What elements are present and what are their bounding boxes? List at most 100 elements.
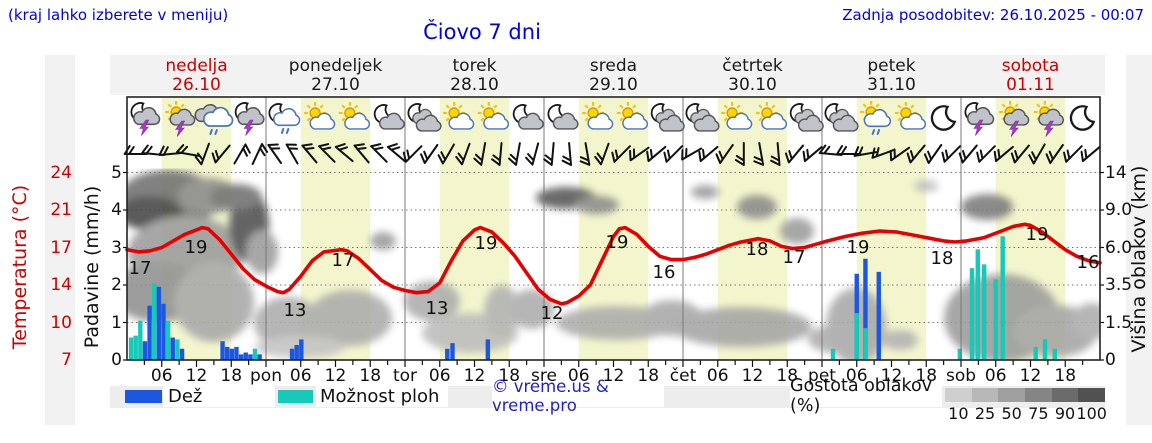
- density-segment: [945, 388, 972, 402]
- density-tick-label: 90: [1054, 404, 1076, 423]
- weather-icon-moon-clear: [930, 105, 957, 131]
- density-tick-label: 50: [1001, 404, 1022, 423]
- showers-legend-swatch: [278, 390, 313, 403]
- day-date: 29.10: [589, 74, 638, 95]
- temp-tick: 14: [50, 275, 72, 295]
- density-segment: [971, 388, 999, 402]
- hour-label: 06: [150, 366, 173, 386]
- weather-icon-moon-clouds: [650, 103, 685, 132]
- copyright-link[interactable]: © vreme.us & vreme.pro: [492, 377, 609, 415]
- day-abbr-label: sre: [531, 366, 557, 386]
- day-abbr-label: čet: [669, 366, 697, 386]
- cloud-density-legend-label: Gostota oblakov (%): [790, 376, 933, 416]
- hour-label: 18: [1054, 366, 1077, 386]
- plot-frame: [126, 96, 1101, 361]
- hour-label: 06: [845, 366, 868, 386]
- hour-label: 18: [637, 366, 660, 386]
- wind-barbs: [123, 142, 1101, 166]
- day-name: sobota: [1001, 56, 1060, 76]
- hour-label: 18: [776, 366, 799, 386]
- left-axis-strip: [45, 55, 75, 425]
- density-tick-label: 100: [1076, 404, 1107, 423]
- temp-tick: 21: [50, 200, 72, 220]
- temperature-value-labels: 17 19 13 17 13 19 12 19 16 18 17 19 18 19 16: [129, 224, 1100, 324]
- weather-icon-moon-storm: [130, 102, 161, 136]
- day-separators: [265, 97, 962, 360]
- svg-text:18: 18: [746, 239, 769, 260]
- hour-label: 12: [324, 366, 347, 386]
- weather-icon-moon-storm: [234, 102, 265, 136]
- hour-label: 06: [289, 366, 312, 386]
- day-date: 31.10: [867, 74, 916, 95]
- day-name: torek: [452, 56, 497, 76]
- day-header-petek: petek 31.10: [822, 57, 961, 94]
- weather-icon-moon-cloud: [547, 104, 579, 130]
- location-hint: (kraj lahko izberete v meniju): [8, 6, 229, 24]
- weather-icon-moon-clouds: [685, 103, 720, 132]
- density-segment: [998, 388, 1026, 402]
- temp-tick: 10: [50, 312, 72, 333]
- precip-tick: 4: [111, 200, 122, 220]
- day-abbr-label: sob: [945, 366, 977, 386]
- weather-icon-sun-cloud: [338, 102, 371, 130]
- day-name: ponedeljek: [288, 56, 383, 76]
- weather-icon-rain: [194, 103, 234, 135]
- precip-tick: 1: [111, 312, 122, 333]
- hour-label: 06: [428, 366, 451, 386]
- density-segment: [1025, 388, 1052, 402]
- day-name: nedelja: [165, 56, 228, 76]
- precipitation-bars: [128, 236, 1058, 360]
- rain-legend-label: Dež: [168, 385, 203, 407]
- hour-label: 18: [915, 366, 938, 386]
- weather-icon-moon-clouds: [789, 103, 824, 132]
- hour-label: 18: [498, 366, 521, 386]
- svg-text:16: 16: [653, 262, 676, 283]
- day-name: petek: [867, 56, 916, 76]
- cloud-density-gradient-bar: [945, 388, 1106, 402]
- temp-tick: 24: [50, 162, 72, 183]
- day-date: 01.11: [1006, 74, 1055, 95]
- day-date: 27.10: [311, 74, 360, 95]
- svg-text:19: 19: [606, 232, 629, 253]
- hour-label: 12: [1019, 366, 1042, 386]
- day-header-sobota: sobota 01.11: [961, 57, 1100, 94]
- svg-text:19: 19: [475, 233, 498, 254]
- precip-tick: 2: [111, 275, 122, 295]
- svg-text:19: 19: [1026, 224, 1049, 245]
- density-tick-label: 75: [1028, 404, 1049, 423]
- density-tick-label: 10: [948, 404, 969, 423]
- temp-tick: 7: [61, 350, 72, 370]
- cloud-shading: [127, 170, 1100, 360]
- last-update-label: Zadnja posodobitev: 26.10.2025 - 00:07: [842, 6, 1144, 24]
- svg-text:18: 18: [931, 248, 954, 269]
- cloud-height-tick: 6.0: [1105, 237, 1133, 258]
- weather-icon-moon-drizzle: [268, 103, 301, 134]
- day-date: 26.10: [172, 74, 221, 95]
- precip-tick: 0: [111, 350, 122, 370]
- hour-label: 12: [741, 366, 764, 386]
- day-header-nedelja: nedelja 26.10: [127, 57, 266, 94]
- hour-label: 18: [359, 366, 382, 386]
- cloud-height-tick: 14: [1105, 162, 1127, 183]
- day-header-band: [110, 55, 1105, 95]
- hour-label: 12: [602, 366, 625, 386]
- weather-icon-sun-storm: [165, 101, 196, 137]
- precip-tick: 3: [111, 237, 122, 258]
- weather-icon-moon-storm: [964, 102, 995, 136]
- day-header-ponedeljek: ponedeljek 27.10: [266, 57, 405, 94]
- temp-tick: 17: [50, 237, 72, 258]
- hour-label: 12: [185, 366, 208, 386]
- day-date: 28.10: [450, 74, 499, 95]
- svg-text:13: 13: [284, 300, 307, 321]
- day-name: sreda: [589, 56, 638, 76]
- right-axis-strip: [1126, 55, 1152, 425]
- page-title: Čiovo 7 dni: [423, 20, 541, 44]
- day-abbr-label: tor: [392, 366, 418, 386]
- day-header-sreda: sreda 29.10: [544, 57, 683, 94]
- weather-icon-sun-cloud: [755, 102, 788, 130]
- day-date: 30.10: [728, 74, 777, 95]
- weather-icon-moon-clear: [1069, 105, 1096, 131]
- hour-label: 06: [567, 366, 590, 386]
